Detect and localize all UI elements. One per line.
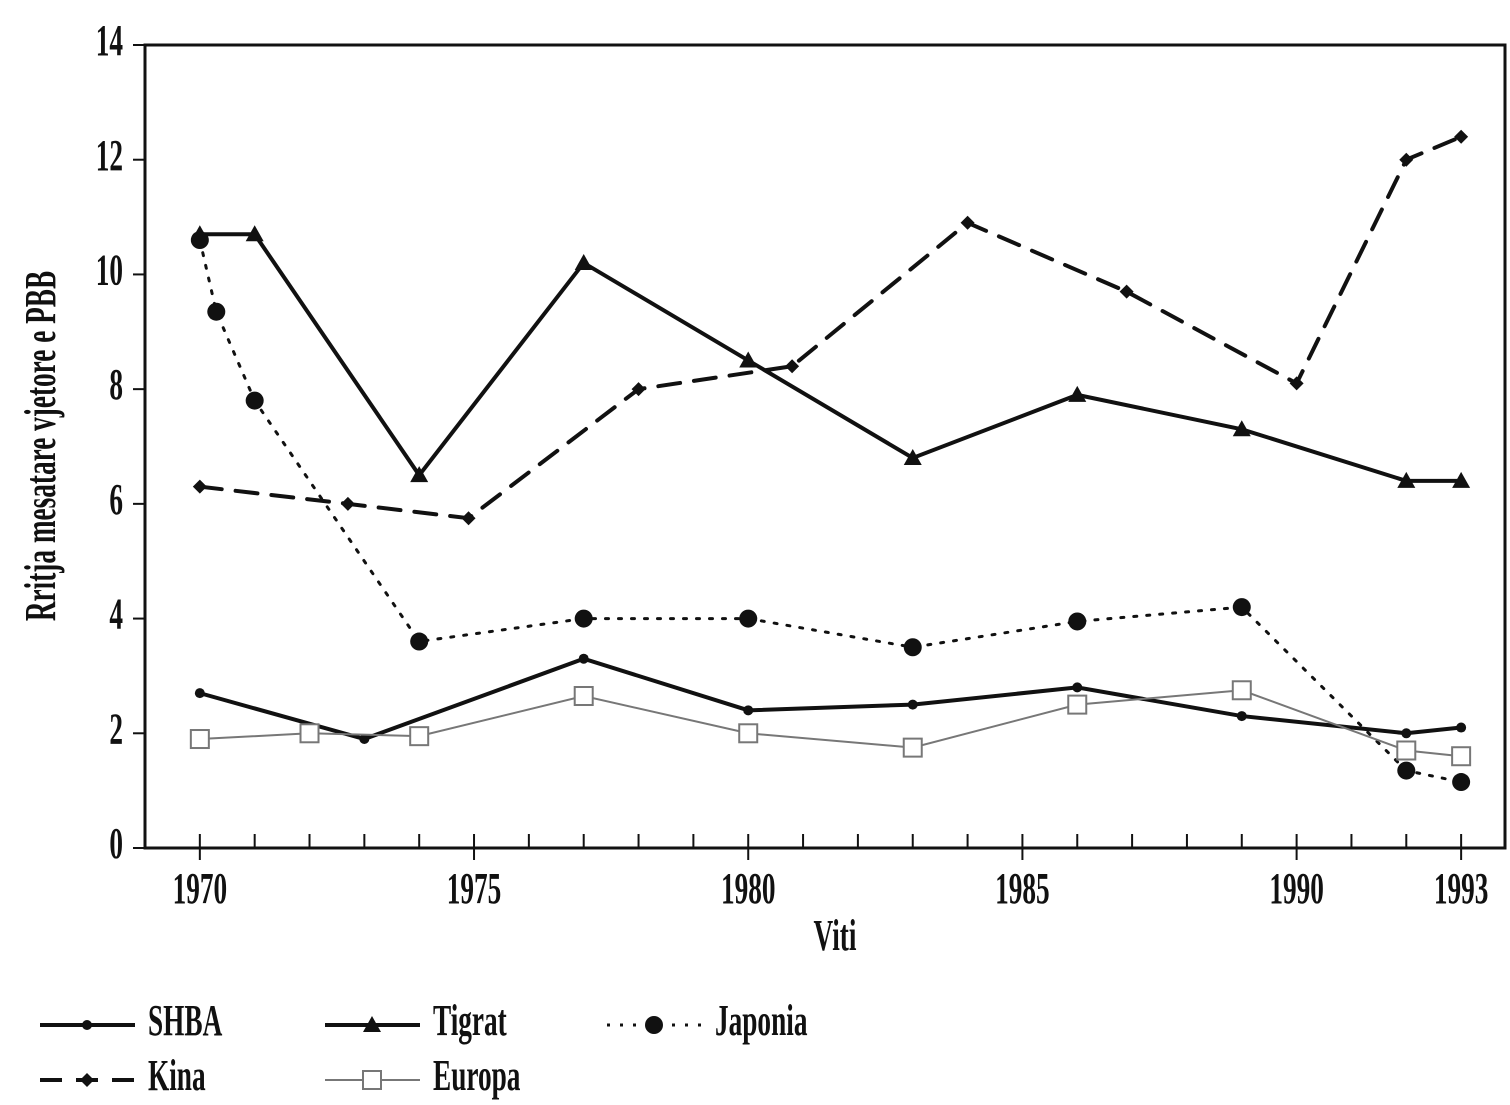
marker: [1068, 612, 1087, 631]
legend-label: Japonia: [715, 995, 807, 1044]
marker: [1072, 682, 1083, 693]
y-tick-label: 6: [109, 474, 123, 523]
legend-item: Japonia: [607, 995, 807, 1045]
marker: [194, 688, 205, 699]
marker: [189, 729, 210, 750]
marker: [574, 253, 593, 270]
legend-item: Tigrat: [325, 995, 507, 1045]
x-tick-label: 1990: [1269, 863, 1324, 912]
marker: [362, 1070, 382, 1090]
marker: [573, 686, 594, 707]
y-axis-label: Rritja mesatare vjetore e PBB: [15, 271, 64, 621]
marker: [1401, 728, 1412, 739]
marker: [363, 1016, 381, 1032]
marker: [1232, 420, 1251, 437]
marker: [207, 302, 226, 321]
marker: [578, 653, 589, 664]
legend-label: Europa: [433, 1050, 520, 1099]
y-tick-label: 0: [109, 818, 123, 867]
marker: [903, 638, 922, 657]
marker: [960, 215, 975, 230]
marker: [574, 609, 593, 628]
marker: [1289, 376, 1304, 391]
marker: [739, 609, 758, 628]
series-line: [197, 656, 1464, 742]
x-tick-label: 1980: [721, 863, 776, 912]
marker: [631, 382, 646, 397]
legend-item: Europa: [325, 1050, 520, 1100]
marker: [1232, 598, 1251, 617]
legend-item: Kina: [40, 1050, 206, 1100]
marker: [299, 723, 320, 744]
legend-label: SHBA: [148, 995, 223, 1044]
marker: [1067, 694, 1088, 715]
y-tick-label: 4: [109, 589, 123, 638]
plot-frame: [143, 43, 1507, 850]
marker: [190, 231, 209, 250]
marker: [1236, 711, 1247, 722]
marker: [245, 225, 264, 242]
marker: [738, 723, 759, 744]
y-tick-label: 12: [96, 130, 123, 179]
marker: [645, 1016, 663, 1034]
marker: [902, 737, 923, 758]
x-tick-label: 1985: [995, 863, 1050, 912]
legend-label: Tigrat: [433, 995, 507, 1044]
marker: [245, 391, 264, 410]
marker: [903, 448, 922, 465]
marker: [82, 1020, 92, 1030]
marker: [1456, 722, 1467, 733]
marker: [1231, 680, 1252, 701]
x-axis-label: Viti: [814, 910, 857, 959]
x-tick-label: 1975: [447, 863, 502, 912]
marker: [1454, 129, 1469, 144]
legend-label: Kina: [148, 1050, 206, 1099]
y-tick-label: 10: [96, 245, 123, 294]
marker: [1451, 746, 1472, 767]
marker: [410, 632, 429, 651]
marker: [80, 1073, 94, 1087]
marker: [410, 466, 429, 483]
marker: [743, 705, 754, 716]
series-line: [197, 232, 1464, 483]
marker: [1396, 740, 1417, 761]
marker: [1452, 773, 1471, 792]
marker: [1399, 152, 1414, 167]
y-tick-label: 14: [96, 15, 123, 64]
marker: [907, 699, 918, 710]
series-line: [197, 134, 1464, 521]
x-tick-label: 1993: [1434, 863, 1489, 912]
marker: [409, 726, 430, 747]
marker: [785, 359, 800, 374]
y-tick-label: 8: [109, 360, 123, 409]
series-line: [198, 689, 1463, 758]
marker: [1397, 471, 1416, 488]
marker: [461, 511, 476, 526]
x-tick-label: 1970: [173, 863, 228, 912]
marker: [739, 351, 758, 368]
marker: [1397, 761, 1416, 780]
legend-item: SHBA: [40, 995, 223, 1045]
marker: [359, 734, 370, 745]
marker: [192, 479, 207, 494]
marker: [340, 496, 355, 511]
marker: [1452, 471, 1471, 488]
marker: [1068, 385, 1087, 402]
y-tick-label: 2: [109, 704, 123, 753]
marker: [1119, 284, 1134, 299]
